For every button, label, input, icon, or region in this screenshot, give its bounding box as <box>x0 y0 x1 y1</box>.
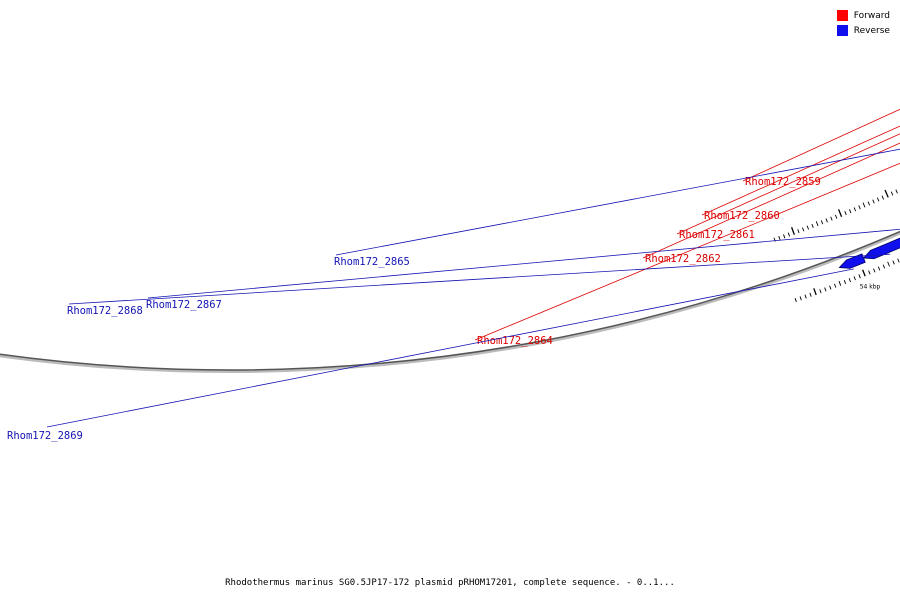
gene-label-rhom172_2865[interactable]: Rhom172_2865 <box>334 256 410 268</box>
minor-tick <box>838 280 842 286</box>
leader-line <box>474 162 900 341</box>
minor-tick <box>873 268 876 273</box>
gene-label-rhom172_2861[interactable]: Rhom172_2861 <box>679 229 755 241</box>
legend-label-reverse: Reverse <box>853 25 890 36</box>
minor-tick <box>829 285 832 290</box>
backbone-layer <box>0 230 900 373</box>
tick-layer: 38 kbp39 kbp40 kbp41 kbp42 kbp43 kbp44 k… <box>773 189 900 303</box>
gene-labels-layer: Rhom172_2859 Rhom172_2860 Rhom172_2861 Rhom… <box>7 108 900 442</box>
leader-line <box>335 148 900 256</box>
minor-tick <box>882 264 886 269</box>
minor-tick <box>890 191 894 196</box>
minor-tick <box>887 261 890 267</box>
minor-tick <box>809 292 812 297</box>
minor-tick <box>895 189 898 194</box>
minor-tick <box>815 221 819 227</box>
minor-tick <box>820 220 824 225</box>
gene-label-rhom172_2869[interactable]: Rhom172_2869 <box>7 430 83 442</box>
legend-label-forward: Forward <box>853 10 890 21</box>
minor-tick <box>848 278 851 283</box>
minor-tick <box>834 214 838 219</box>
minor-tick <box>844 211 847 216</box>
leader-line <box>147 228 900 299</box>
minor-tick <box>843 279 847 285</box>
leader-line <box>742 108 900 182</box>
genes-layer <box>838 234 900 269</box>
gene-label-rhom172_2859[interactable]: Rhom172_2859 <box>745 176 821 188</box>
major-tick <box>813 288 817 296</box>
backbone-shadow <box>0 231 900 373</box>
minor-tick <box>819 289 822 294</box>
gene-label-rhom172_2864[interactable]: Rhom172_2864 <box>477 335 553 347</box>
tick-label: 54 kbp <box>860 283 881 290</box>
minor-tick <box>834 283 837 288</box>
gene-label-rhom172_2860[interactable]: Rhom172_2860 <box>704 210 780 222</box>
minor-tick <box>794 298 797 303</box>
major-tick <box>791 227 795 235</box>
minor-tick <box>787 232 791 237</box>
gene-label-rhom172_2867[interactable]: Rhom172_2867 <box>146 299 222 311</box>
minor-tick <box>868 270 871 275</box>
gene-label-rhom172_2862[interactable]: Rhom172_2862 <box>645 253 721 265</box>
minor-tick <box>802 227 805 232</box>
backbone-circle <box>0 230 900 371</box>
legend: Forward Reverse <box>836 8 890 38</box>
minor-tick <box>877 266 881 271</box>
minor-tick <box>853 276 856 281</box>
gene-label-rhom172_2868[interactable]: Rhom172_2868 <box>67 305 143 317</box>
gene-arrow-rhom172_2869[interactable] <box>838 253 866 269</box>
gene-arrow-rhom172_2868[interactable] <box>862 234 900 260</box>
leader-line <box>642 142 900 259</box>
map-caption: Rhodothermus marinus SG0.5JP17-172 plasm… <box>225 578 675 588</box>
minor-tick <box>825 218 828 223</box>
minor-tick <box>872 199 875 204</box>
minor-tick <box>867 201 871 206</box>
major-tick <box>862 269 866 277</box>
forward-swatch-icon <box>836 10 848 21</box>
minor-tick <box>858 274 861 279</box>
leader-line <box>46 268 854 428</box>
minor-tick <box>849 209 852 214</box>
legend-item-forward: Forward <box>836 8 890 23</box>
minor-tick <box>862 202 866 208</box>
minor-tick <box>881 195 884 200</box>
minor-tick <box>858 205 861 210</box>
reverse-swatch-icon <box>836 25 848 36</box>
minor-tick <box>799 296 802 301</box>
minor-tick <box>783 234 786 239</box>
major-tick <box>837 209 843 218</box>
minor-tick <box>892 260 895 265</box>
minor-tick <box>824 287 827 292</box>
minor-tick <box>806 225 809 230</box>
minor-tick <box>778 235 781 241</box>
legend-item-reverse: Reverse <box>836 23 890 38</box>
leader-line <box>68 253 891 305</box>
minor-tick <box>804 294 807 299</box>
minor-tick <box>830 216 833 221</box>
minor-tick <box>811 223 814 228</box>
minor-tick <box>876 197 880 202</box>
minor-tick <box>853 207 857 212</box>
leader-line <box>676 133 900 235</box>
minor-tick <box>797 229 800 234</box>
major-tick <box>884 189 889 198</box>
minor-tick <box>897 258 900 263</box>
